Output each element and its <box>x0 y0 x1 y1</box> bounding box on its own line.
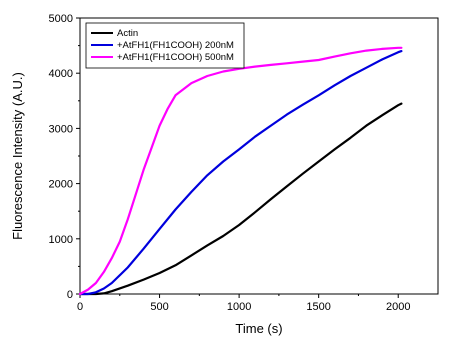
x-tick-label: 1000 <box>227 301 251 313</box>
legend-label-500nm: +AtFH1(FH1COOH) 500nM <box>117 52 234 63</box>
series-line-0 <box>78 102 403 296</box>
series-layer <box>78 46 403 296</box>
legend-label-200nm: +AtFH1(FH1COOH) 200nM <box>117 40 234 51</box>
y-axis-label: Fluorescence Intensity (A.U.) <box>10 72 25 240</box>
y-axis: 0 1000 2000 3000 4000 5000 <box>49 13 80 301</box>
x-tick-label: 1500 <box>306 301 330 313</box>
y-tick-label: 4000 <box>49 68 73 80</box>
y-tick-label: 0 <box>67 289 73 301</box>
x-axis: 0 500 1000 1500 2000 <box>77 294 410 313</box>
series-line-2 <box>78 46 403 296</box>
x-tick-label: 2000 <box>386 301 410 313</box>
y-tick-label: 1000 <box>49 234 73 246</box>
y-tick-label: 5000 <box>49 13 73 25</box>
y-tick-label: 2000 <box>49 179 73 191</box>
x-axis-label: Time (s) <box>235 321 282 336</box>
legend-label-actin: Actin <box>117 28 138 39</box>
series-line-1 <box>78 49 403 296</box>
legend: Actin +AtFH1(FH1COOH) 200nM +AtFH1(FH1CO… <box>85 22 245 69</box>
x-tick-label: 500 <box>150 301 168 313</box>
x-tick-label: 0 <box>77 301 83 313</box>
y-tick-label: 3000 <box>49 123 73 135</box>
